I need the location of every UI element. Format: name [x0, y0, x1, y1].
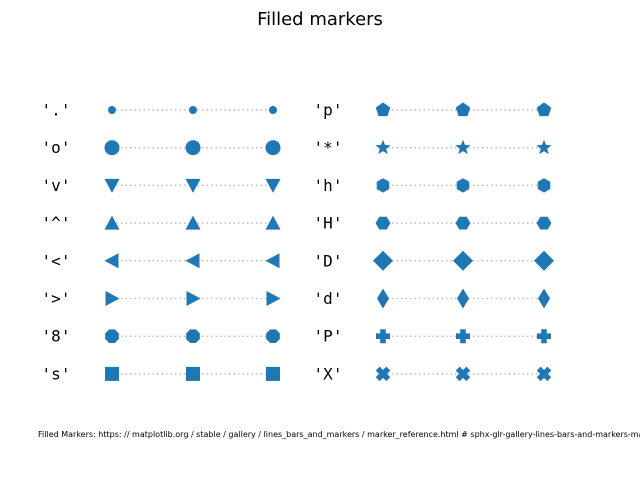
triangle-left-marker-0-4-0	[104, 253, 119, 269]
marker-label-1-1: '*'	[314, 138, 343, 157]
triangle-up-marker-0-3-2	[265, 215, 281, 230]
triangle-right-marker-0-5-2	[266, 291, 281, 306]
marker-label-0-6: '8'	[42, 327, 71, 346]
marker-label-0-4: '<'	[42, 251, 71, 270]
triangle-down-marker-0-2-0	[104, 178, 120, 193]
point-marker-0-0-1	[189, 106, 197, 114]
hexagon-1-marker-1-2-2	[537, 178, 551, 193]
marker-label-1-7: 'X'	[314, 364, 343, 383]
diamond-marker-1-4-1	[453, 250, 473, 271]
circle-marker-0-1-0	[104, 140, 120, 156]
square-marker-0-7-1	[186, 366, 200, 381]
octagon-marker-0-6-0	[105, 329, 119, 344]
point-marker-0-0-0	[108, 106, 116, 114]
x-filled-marker-1-7-1	[455, 366, 471, 382]
point-marker-0-0-2	[269, 106, 277, 114]
hexagon-1-marker-1-2-1	[456, 178, 470, 193]
star-marker-1-1-0	[375, 139, 391, 155]
triangle-up-marker-0-3-0	[104, 215, 120, 230]
plus-filled-marker-1-6-1	[456, 329, 470, 344]
marker-label-0-5: '>'	[42, 289, 71, 308]
marker-label-0-0: '.'	[42, 101, 71, 120]
square-marker-0-7-2	[266, 366, 280, 381]
marker-label-1-2: 'h'	[314, 176, 343, 195]
octagon-marker-0-6-2	[266, 329, 280, 344]
chart-title: Filled markers	[257, 9, 383, 30]
x-filled-marker-1-7-0	[375, 366, 391, 382]
triangle-right-marker-0-5-0	[105, 291, 120, 306]
marker-label-1-4: 'D'	[314, 251, 343, 270]
diamond-marker-1-4-0	[373, 250, 393, 271]
triangle-down-marker-0-2-1	[185, 178, 201, 193]
marker-label-1-0: 'p'	[314, 101, 343, 120]
hexagon-2-marker-1-3-1	[455, 216, 471, 230]
marker-rows: '.' 'o' 'v' '^' '<' '>' '8' 's' 'p' '*' 'h' 'H' 'D' '…	[42, 101, 554, 383]
star-marker-1-1-2	[536, 139, 552, 155]
triangle-down-marker-0-2-2	[265, 178, 281, 193]
triangle-right-marker-0-5-1	[186, 291, 201, 306]
plus-filled-marker-1-6-0	[376, 329, 390, 344]
marker-label-1-3: 'H'	[314, 214, 343, 233]
thin-diamond-marker-1-5-1	[457, 288, 469, 309]
hexagon-2-marker-1-3-0	[375, 216, 391, 230]
pentagon-marker-1-0-1	[455, 102, 471, 117]
thin-diamond-marker-1-5-0	[377, 288, 389, 309]
marker-label-0-1: 'o'	[42, 138, 71, 157]
octagon-marker-0-6-1	[186, 329, 200, 344]
pentagon-marker-1-0-0	[375, 102, 391, 117]
plus-filled-marker-1-6-2	[537, 329, 551, 344]
hexagon-2-marker-1-3-2	[536, 216, 552, 230]
diamond-marker-1-4-2	[534, 250, 554, 271]
square-marker-0-7-0	[105, 366, 119, 381]
marker-label-0-2: 'v'	[42, 176, 71, 195]
marker-label-1-6: 'P'	[314, 327, 343, 346]
triangle-left-marker-0-4-2	[265, 253, 280, 269]
circle-marker-0-1-1	[185, 140, 201, 156]
marker-label-0-7: 's'	[42, 364, 71, 383]
star-marker-1-1-1	[455, 139, 471, 155]
hexagon-1-marker-1-2-0	[376, 178, 390, 193]
marker-label-1-5: 'd'	[314, 289, 343, 308]
triangle-left-marker-0-4-1	[185, 253, 200, 269]
triangle-up-marker-0-3-1	[185, 215, 201, 230]
caption-text: Filled Markers: https: // matplotlib.org…	[38, 430, 640, 439]
x-filled-marker-1-7-2	[536, 366, 552, 382]
circle-marker-0-1-2	[265, 140, 281, 156]
marker-label-0-3: '^'	[42, 214, 71, 233]
pentagon-marker-1-0-2	[536, 102, 552, 117]
thin-diamond-marker-1-5-2	[538, 288, 550, 309]
